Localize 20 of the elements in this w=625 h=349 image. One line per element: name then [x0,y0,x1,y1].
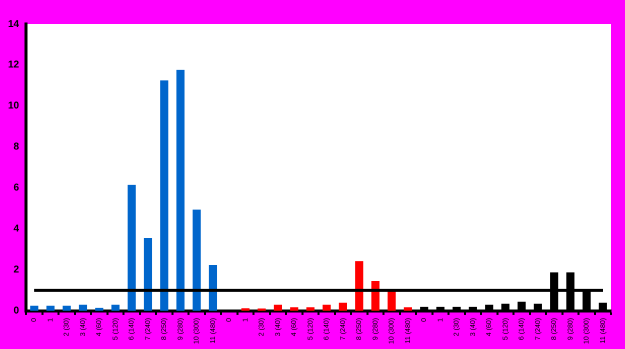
y-tick-label: 4 [14,224,20,235]
y-tick-label: 14 [8,18,20,30]
y-tick-label: 6 [14,182,20,194]
y-tick-label: 10 [8,100,20,112]
y-tick-label: 8 [14,142,20,153]
bar [30,306,38,311]
bar [176,70,185,311]
y-tick-label: 12 [8,60,20,71]
bar [144,238,152,311]
bar [62,306,71,311]
bar [306,307,314,311]
bar [404,307,412,311]
bar [338,302,347,311]
y-tick-label: 2 [14,264,20,276]
bar [128,184,136,311]
bar [290,307,298,311]
bar [355,261,364,311]
bar [208,265,218,311]
bar [160,80,168,311]
bar [192,210,201,311]
